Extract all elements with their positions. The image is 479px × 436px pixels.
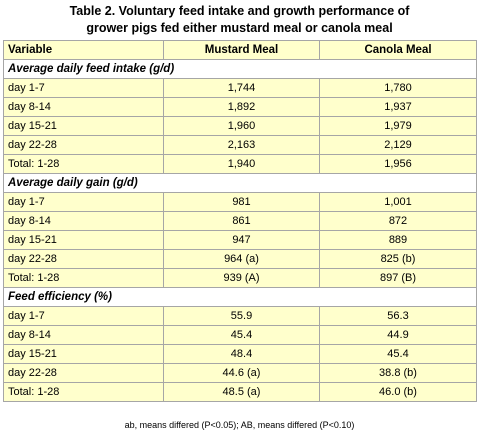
mustard-meal-value: 48.5 (a) xyxy=(163,382,320,402)
data-table: Variable Mustard Meal Canola Meal Averag… xyxy=(3,40,477,402)
table-row: Total: 1-28 939 (A) 897 (B) xyxy=(3,268,477,288)
mustard-meal-value: 2,163 xyxy=(163,135,320,155)
section-heading: Average daily gain (g/d) xyxy=(3,173,477,193)
table-row: day 15-21 1,960 1,979 xyxy=(3,116,477,136)
canola-meal-value: 897 (B) xyxy=(319,268,477,288)
table-row: day 22-28 44.6 (a) 38.8 (b) xyxy=(3,363,477,383)
row-label: Total: 1-28 xyxy=(3,382,164,402)
mustard-meal-value: 1,940 xyxy=(163,154,320,174)
table-row: day 8-14 45.4 44.9 xyxy=(3,325,477,345)
table-title-line-2: grower pigs fed either mustard meal or c… xyxy=(86,21,393,35)
header-mustard-meal: Mustard Meal xyxy=(163,40,320,60)
canola-meal-value: 45.4 xyxy=(319,344,477,364)
row-label: day 15-21 xyxy=(3,230,164,250)
mustard-meal-value: 45.4 xyxy=(163,325,320,345)
mustard-meal-value: 981 xyxy=(163,192,320,212)
table-row: day 15-21 48.4 45.4 xyxy=(3,344,477,364)
header-row: Variable Mustard Meal Canola Meal xyxy=(3,40,477,60)
row-label: day 8-14 xyxy=(3,325,164,345)
mustard-meal-value: 1,892 xyxy=(163,97,320,117)
canola-meal-value: 56.3 xyxy=(319,306,477,326)
data-table-body: Variable Mustard Meal Canola Meal Averag… xyxy=(3,40,477,402)
table-row: Total: 1-28 1,940 1,956 xyxy=(3,154,477,174)
canola-meal-value: 1,001 xyxy=(319,192,477,212)
mustard-meal-value: 48.4 xyxy=(163,344,320,364)
canola-meal-value: 872 xyxy=(319,211,477,231)
row-label: day 15-21 xyxy=(3,344,164,364)
mustard-meal-value: 964 (a) xyxy=(163,249,320,269)
mustard-meal-value: 861 xyxy=(163,211,320,231)
row-label: day 1-7 xyxy=(3,78,164,98)
canola-meal-value: 46.0 (b) xyxy=(319,382,477,402)
table-row: day 22-28 2,163 2,129 xyxy=(3,135,477,155)
canola-meal-value: 1,956 xyxy=(319,154,477,174)
table-title-line-1: Table 2. Voluntary feed intake and growt… xyxy=(69,4,410,18)
row-label: day 15-21 xyxy=(3,116,164,136)
mustard-meal-value: 44.6 (a) xyxy=(163,363,320,383)
header-canola-meal: Canola Meal xyxy=(319,40,477,60)
table-title: Table 2. Voluntary feed intake and growt… xyxy=(0,3,479,37)
section-heading: Feed efficiency (%) xyxy=(3,287,477,307)
section-heading-row: Feed efficiency (%) xyxy=(3,287,477,307)
table-row: day 22-28 964 (a) 825 (b) xyxy=(3,249,477,269)
canola-meal-value: 44.9 xyxy=(319,325,477,345)
mustard-meal-value: 939 (A) xyxy=(163,268,320,288)
section-heading-row: Average daily gain (g/d) xyxy=(3,173,477,193)
row-label: day 1-7 xyxy=(3,306,164,326)
mustard-meal-value: 1,960 xyxy=(163,116,320,136)
table-row: day 1-7 55.9 56.3 xyxy=(3,306,477,326)
table-row: day 1-7 1,744 1,780 xyxy=(3,78,477,98)
header-variable: Variable xyxy=(3,40,164,60)
table-row: day 15-21 947 889 xyxy=(3,230,477,250)
canola-meal-value: 1,937 xyxy=(319,97,477,117)
row-label: day 22-28 xyxy=(3,363,164,383)
row-label: day 8-14 xyxy=(3,211,164,231)
table-row: day 8-14 861 872 xyxy=(3,211,477,231)
row-label: day 22-28 xyxy=(3,249,164,269)
row-label: day 8-14 xyxy=(3,97,164,117)
row-label: Total: 1-28 xyxy=(3,154,164,174)
mustard-meal-value: 1,744 xyxy=(163,78,320,98)
section-heading-row: Average daily feed intake (g/d) xyxy=(3,59,477,79)
canola-meal-value: 2,129 xyxy=(319,135,477,155)
canola-meal-value: 825 (b) xyxy=(319,249,477,269)
canola-meal-value: 889 xyxy=(319,230,477,250)
footnote: ab, means differed (P<0.05); AB, means d… xyxy=(124,420,355,430)
row-label: day 1-7 xyxy=(3,192,164,212)
mustard-meal-value: 55.9 xyxy=(163,306,320,326)
canola-meal-value: 1,780 xyxy=(319,78,477,98)
mustard-meal-value: 947 xyxy=(163,230,320,250)
table-row: Total: 1-28 48.5 (a) 46.0 (b) xyxy=(3,382,477,402)
section-heading: Average daily feed intake (g/d) xyxy=(3,59,477,79)
row-label: day 22-28 xyxy=(3,135,164,155)
row-label: Total: 1-28 xyxy=(3,268,164,288)
table-row: day 1-7 981 1,001 xyxy=(3,192,477,212)
canola-meal-value: 38.8 (b) xyxy=(319,363,477,383)
canola-meal-value: 1,979 xyxy=(319,116,477,136)
table-row: day 8-14 1,892 1,937 xyxy=(3,97,477,117)
